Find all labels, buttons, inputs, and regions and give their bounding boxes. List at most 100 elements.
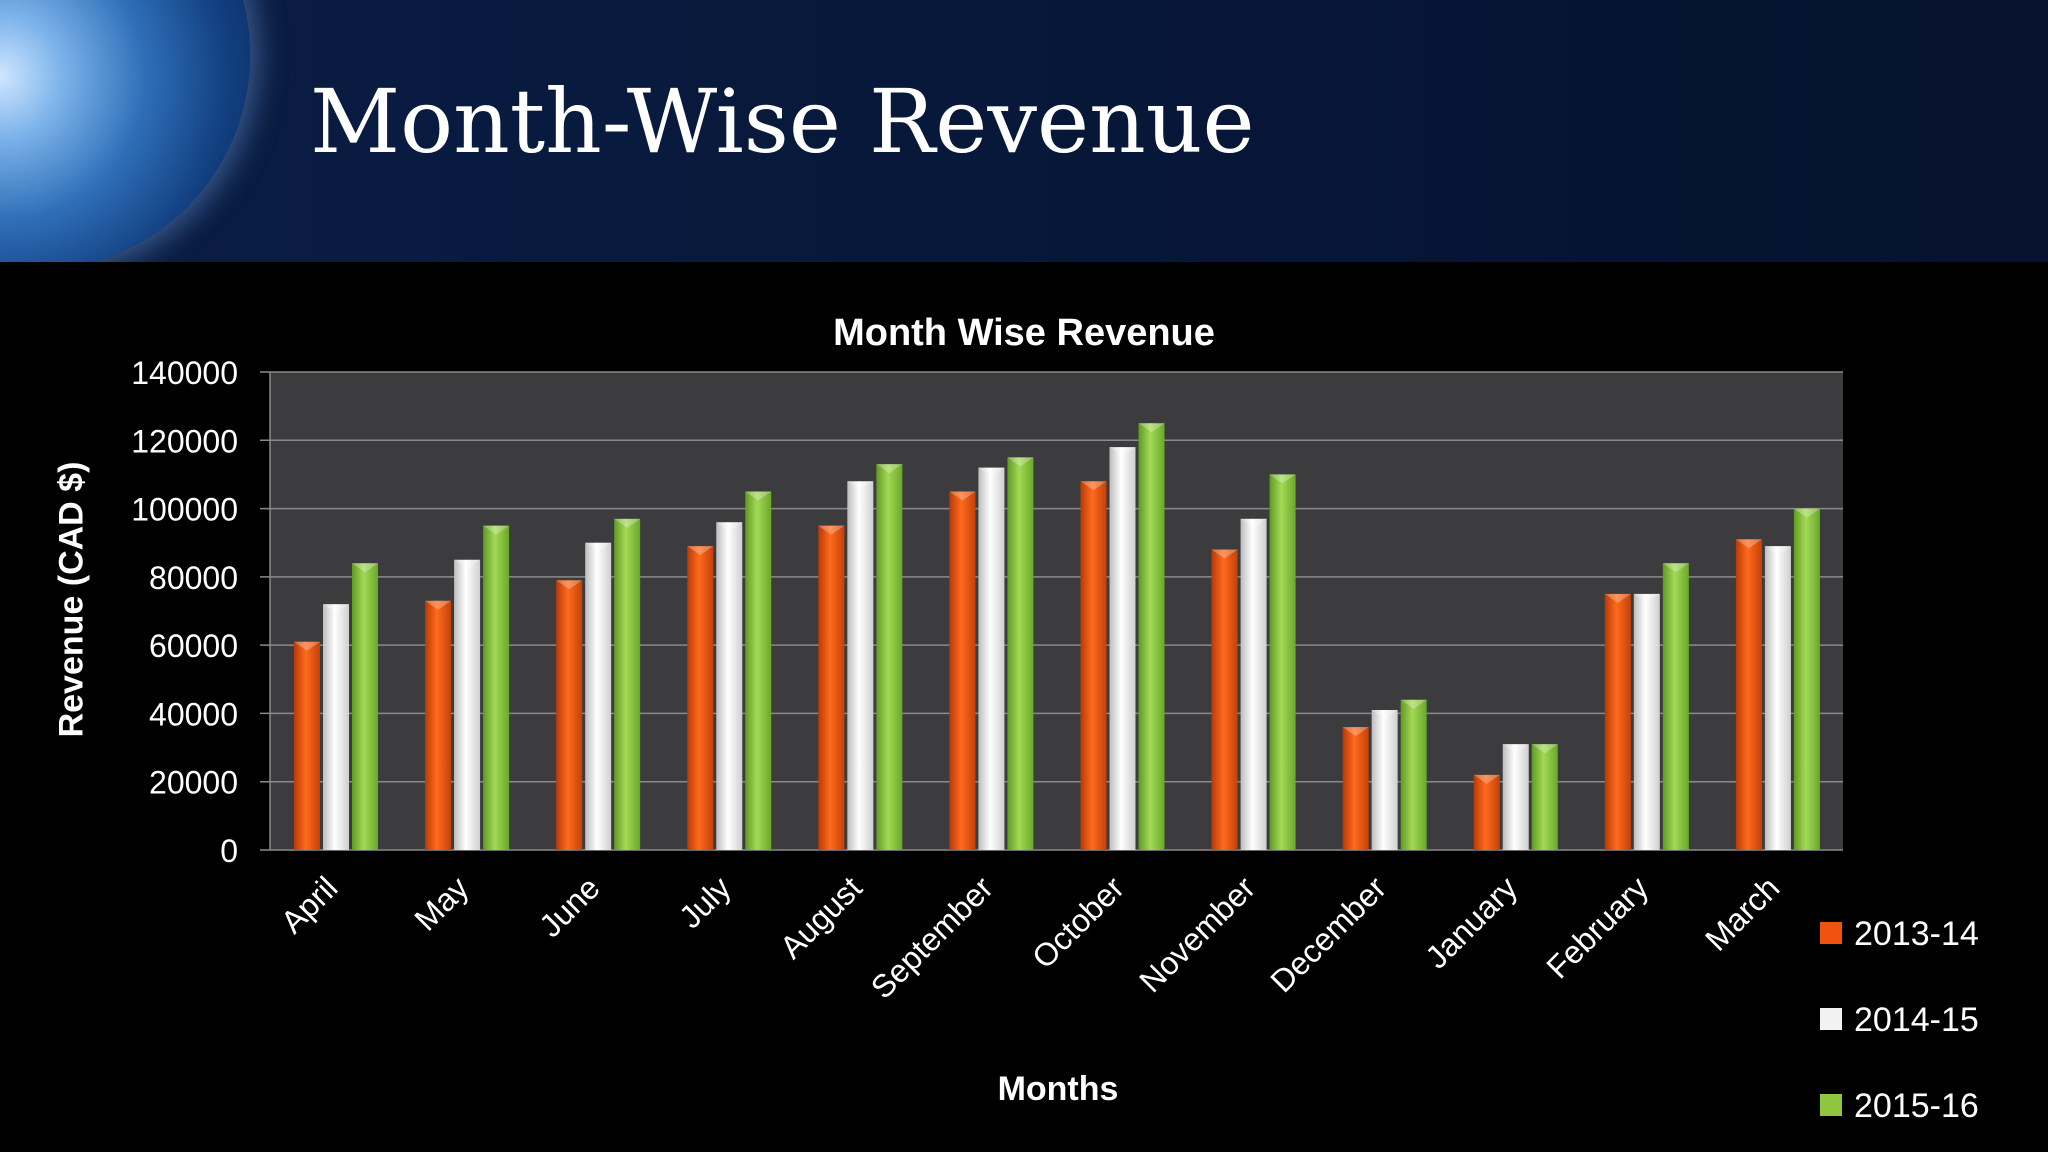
bar-bevel <box>1531 744 1558 754</box>
bar <box>1764 546 1791 850</box>
bar-bevel <box>1371 710 1398 720</box>
legend-swatch <box>1820 922 1842 944</box>
bar-bevel <box>556 580 583 590</box>
bar <box>1211 549 1238 850</box>
y-tick-label: 100000 <box>131 492 238 528</box>
bar-bevel <box>323 604 349 614</box>
x-tick-label: January <box>1418 869 1524 975</box>
bar-bevel <box>716 522 743 532</box>
bar <box>1473 774 1500 850</box>
gridlines <box>260 371 1843 851</box>
x-tick-label: March <box>1698 869 1786 957</box>
bar <box>352 563 378 850</box>
x-tick-label: February <box>1539 869 1655 985</box>
legend-label: 2014-15 <box>1854 1001 1979 1039</box>
bar <box>1531 744 1558 850</box>
bar-bevel <box>1007 457 1034 467</box>
bar <box>556 580 583 850</box>
x-tick-label: August <box>773 869 869 965</box>
bar-bevel <box>454 559 481 569</box>
chart: 0 20000 40000 60000 80000 100000 120000 140000 … <box>0 262 2048 1152</box>
bar <box>614 518 641 850</box>
bar <box>454 559 481 850</box>
globe-image <box>0 0 250 262</box>
y-tick-labels: 0 20000 40000 60000 80000 100000 120000 140000 <box>131 355 238 869</box>
legend-label: 2013-14 <box>1854 915 1979 953</box>
bar-bevel <box>1400 699 1427 709</box>
bar <box>1400 699 1427 850</box>
bar <box>1371 710 1398 850</box>
bar-bevel <box>614 518 641 528</box>
bar-bevel <box>1793 508 1820 518</box>
bar <box>1502 744 1529 850</box>
bar-bevel <box>1764 546 1791 556</box>
x-tick-label: November <box>1132 869 1262 999</box>
bar <box>1342 727 1369 850</box>
x-tick-label: June <box>532 869 607 944</box>
bar-bevel <box>352 563 378 573</box>
chart-svg: 020000400006000080000100000120000140000 … <box>131 355 1843 1006</box>
bar <box>716 522 743 850</box>
legend-item: 2014-15 <box>1818 998 2018 1042</box>
bar <box>1604 593 1631 850</box>
bar-bevel <box>818 525 845 535</box>
y-tick-label: 120000 <box>131 423 238 459</box>
bar-bevel <box>483 525 510 535</box>
bar-bevel <box>585 542 612 552</box>
bar <box>687 546 714 850</box>
bar <box>1662 563 1689 850</box>
bar <box>1007 457 1034 850</box>
y-tick-label: 140000 <box>131 355 238 391</box>
y-tick-label: 40000 <box>149 696 238 732</box>
x-tick-label: May <box>407 869 475 937</box>
bar-bevel <box>847 481 874 491</box>
x-tick-label: September <box>864 869 1000 1005</box>
y-tick-label: 0 <box>220 833 238 869</box>
bar-bevel <box>425 600 452 610</box>
bar <box>876 464 903 850</box>
bar <box>294 641 320 850</box>
bar <box>1240 518 1267 850</box>
bar <box>1269 474 1296 850</box>
y-tick-label: 60000 <box>149 628 238 664</box>
bar-bevel <box>978 467 1005 477</box>
y-axis-label: Revenue (CAD $) <box>52 461 91 738</box>
bar <box>1633 593 1660 850</box>
legend-label: 2015-16 <box>1854 1087 1979 1125</box>
bar-bevel <box>1662 563 1689 573</box>
bar <box>483 525 510 850</box>
bar <box>1138 423 1165 850</box>
bar <box>978 467 1005 850</box>
bar-bevel <box>1633 593 1660 603</box>
bar <box>818 525 845 850</box>
chart-title-text: Month Wise Revenue <box>833 312 1215 354</box>
y-tick-label: 20000 <box>149 765 238 801</box>
bar-bevel <box>1211 549 1238 559</box>
bar-bevel <box>1342 727 1369 737</box>
plot-area <box>270 372 1843 850</box>
slide-header: Month-Wise Revenue <box>0 0 2048 262</box>
bar <box>425 600 452 850</box>
bar <box>585 542 612 850</box>
x-tick-label: October <box>1025 869 1131 975</box>
bar-bevel <box>1109 447 1136 457</box>
bar <box>1793 508 1820 850</box>
bar <box>1109 447 1136 850</box>
x-tick-label: July <box>672 869 738 935</box>
bar <box>847 481 874 850</box>
x-tick-label: December <box>1263 869 1393 999</box>
bar <box>745 491 772 850</box>
bar <box>949 491 976 850</box>
bar <box>1080 481 1107 850</box>
bar-bevel <box>1080 481 1107 491</box>
bar-bevel <box>687 546 714 556</box>
bar-bevel <box>1604 593 1631 603</box>
bars <box>294 423 1820 850</box>
bar-bevel <box>876 464 903 474</box>
slide-title: Month-Wise Revenue <box>310 70 1255 173</box>
bar-bevel <box>1473 774 1500 784</box>
bar-bevel <box>949 491 976 501</box>
legend-swatch <box>1820 1008 1842 1030</box>
x-axis-label: Months <box>997 1070 1119 1108</box>
